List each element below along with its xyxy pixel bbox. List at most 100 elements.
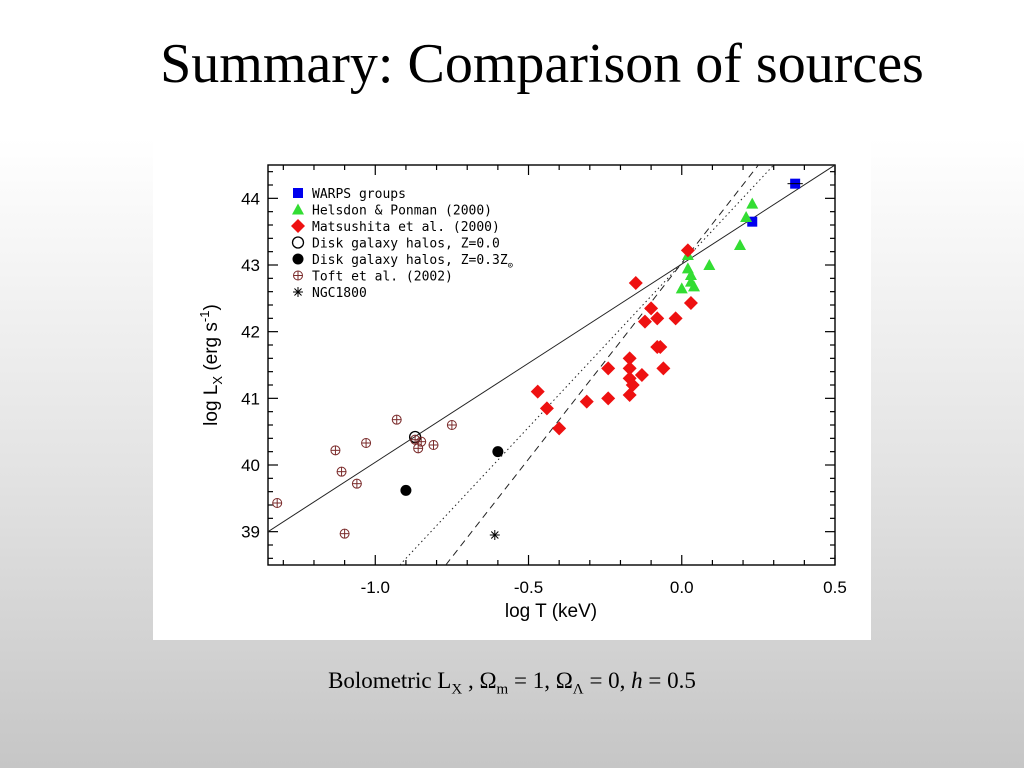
data-point-circle-plus <box>428 440 439 450</box>
y-tick-label: 39 <box>241 523 260 542</box>
caption-omega-lambda: Ω <box>555 668 573 693</box>
data-point-circle-plus <box>416 436 427 447</box>
data-point-diamond-shape <box>539 401 554 416</box>
legend-label-text: Toft et al. (2002) <box>312 270 453 285</box>
data-point-diamond-shape <box>653 340 668 354</box>
x-tick-label: 0.5 <box>823 578 847 597</box>
data-point-asterisk <box>489 530 500 540</box>
data-point-diamond-shape <box>680 243 695 258</box>
caption-lx-sub: X <box>451 681 463 698</box>
data-point-triangle-shape <box>733 239 746 250</box>
data-point-diamond <box>539 401 554 416</box>
data-point-triangle-shape <box>703 259 716 270</box>
data-point-diamond <box>628 276 643 290</box>
legend-label: Toft et al. (2002) <box>312 270 453 285</box>
y-tick-label: 43 <box>241 256 260 275</box>
slide-title: Summary: Comparison of sources <box>160 33 924 95</box>
data-point-triangle-shape <box>688 280 701 292</box>
data-point-diamond-shape <box>622 351 637 366</box>
data-point-circle-plus <box>410 434 421 445</box>
x-axis-label: log T (keV) <box>505 601 597 622</box>
scatter-chart: -1.0 -0.5 0.0 0.5 39 40 41 42 43 44 WARPS groups H… <box>197 164 847 622</box>
data-point-diamond <box>579 394 594 409</box>
legend-marker-triangle <box>292 203 304 215</box>
data-point-diamond <box>601 391 616 406</box>
legend-marker-diamond-shape <box>291 219 305 233</box>
legend-label-text: Matsushita et al. (2000) <box>312 220 500 235</box>
legend-marker-circle-filled <box>292 253 304 265</box>
y-axis-label-close: ) <box>201 304 222 310</box>
chart-panel: -1.0 -0.5 0.0 0.5 39 40 41 42 43 44 WARPS groups H… <box>153 128 871 640</box>
y-axis-label-exp: -1 <box>197 311 212 323</box>
data-point-triangle <box>740 211 753 222</box>
legend-marker-circle-open-shape <box>291 236 305 249</box>
data-point-triangle-shape <box>746 197 759 209</box>
axis-ticks: -1.0 -0.5 0.0 0.5 39 40 41 42 43 44 <box>241 165 847 597</box>
data-point-diamond-shape <box>668 311 683 326</box>
data-point-circle-plus <box>351 478 362 489</box>
y-tick-label: 44 <box>241 189 260 208</box>
data-point-triangle-shape <box>740 211 753 222</box>
data-points <box>272 178 803 540</box>
data-point-diamond-shape <box>628 276 643 290</box>
legend-label: WARPS groups <box>312 187 406 202</box>
data-point-triangle-shape <box>684 269 697 280</box>
legend-marker-asterisk-ray <box>294 288 302 296</box>
data-point-diamond <box>622 351 637 366</box>
y-axis-label-main: log L <box>201 385 222 426</box>
data-point-asterisk-ray <box>490 531 499 539</box>
data-point-diamond-shape <box>650 311 665 326</box>
caption-omega-m: Ω <box>479 668 497 693</box>
data-point-diamond <box>634 368 649 382</box>
data-point-triangle <box>746 197 759 209</box>
caption-eq1: = 1, <box>508 668 556 693</box>
data-point-diamond-shape <box>644 301 659 316</box>
data-point-diamond <box>650 311 665 326</box>
x-tick-label: 0.0 <box>670 578 694 597</box>
data-point-diamond <box>656 361 671 376</box>
data-point-diamond-shape <box>622 388 637 402</box>
legend-label-text: Helsdon & Ponman (2000) <box>312 204 492 219</box>
caption-m-sub: m <box>496 681 509 698</box>
caption-eq3: = 0.5 <box>642 668 696 693</box>
legend-label: Helsdon & Ponman (2000) <box>312 204 492 219</box>
data-point-diamond-shape <box>622 371 637 386</box>
x-tick-label: -0.5 <box>514 578 543 597</box>
data-point-diamond <box>644 301 659 316</box>
data-point-triangle <box>733 239 746 250</box>
data-point-circle-plus <box>272 498 283 508</box>
data-point-triangle <box>688 280 701 292</box>
data-point-diamond <box>622 361 637 376</box>
data-point-diamond <box>552 421 567 436</box>
data-point-diamond-shape <box>683 296 698 310</box>
data-point-diamond <box>653 340 668 354</box>
data-point-triangle-shape <box>675 282 688 294</box>
data-point-diamond-shape <box>552 421 567 436</box>
chart-legend: WARPS groups Helsdon & Ponman (2000)Matsu… <box>291 187 513 301</box>
legend-label: Disk galaxy halos, Z=0.3Z⊙ <box>312 253 513 271</box>
data-point-square-shape <box>747 216 758 227</box>
data-point-circle-plus <box>361 438 372 448</box>
legend-marker-asterisk <box>293 287 303 297</box>
data-point-circle-filled <box>400 484 412 496</box>
legend-label-text: WARPS groups <box>312 187 406 202</box>
caption-bolometric: Bolometric L <box>328 668 452 693</box>
y-axis-label-units: (erg s <box>201 322 222 376</box>
y-axis-label-sub: X <box>210 376 225 385</box>
data-point-circle-plus <box>391 414 402 425</box>
caption-sep: , <box>462 668 480 693</box>
data-point-diamond-shape <box>622 361 637 376</box>
data-point-diamond-shape <box>601 361 616 376</box>
data-point-diamond <box>622 388 637 402</box>
legend-label: Disk galaxy halos, Z=0.0 <box>312 237 500 252</box>
plot-frame <box>267 164 836 566</box>
data-point-square <box>747 216 758 227</box>
data-point-diamond <box>622 371 637 386</box>
data-point-circle-plus <box>339 528 350 539</box>
legend-marker-circle-filled-shape <box>292 253 304 265</box>
data-point-diamond <box>680 243 695 258</box>
data-point-diamond-shape <box>601 391 616 406</box>
data-point-diamond <box>530 384 545 399</box>
legend-marker-circle-plus <box>293 270 303 281</box>
data-point-diamond <box>637 314 652 329</box>
